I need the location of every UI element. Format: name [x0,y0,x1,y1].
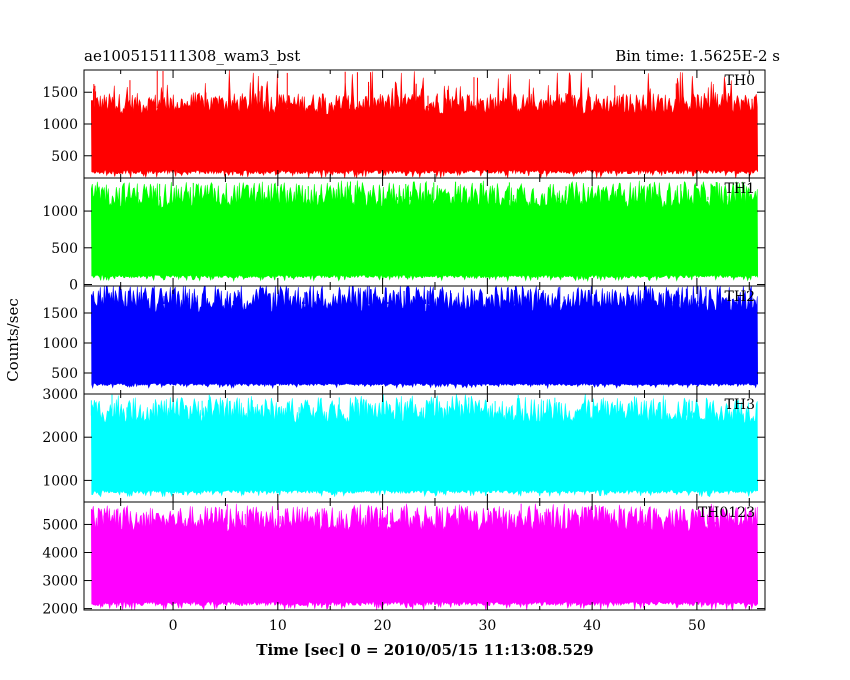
y-tick-label: 500 [51,366,78,382]
x-tick-label: 20 [374,618,392,634]
x-tick-label: 10 [269,618,287,634]
series-label-th1: TH1 [725,181,755,197]
y-tick-label: 1000 [42,336,78,352]
x-tick-label: 30 [478,618,496,634]
x-tick-label: 40 [583,618,601,634]
series-th0123-curve [91,503,759,611]
y-tick-label: 0 [69,278,78,294]
figure-title-right: Bin time: 1.5625E-2 s [615,47,780,65]
y-tick-label: 2000 [42,602,78,618]
x-axis-label: Time [sec] 0 = 2010/05/15 11:13:08.529 [256,641,593,659]
y-tick-label: 500 [51,149,78,165]
series-th1-curve [90,180,759,282]
series-label-th0: TH0 [725,73,755,89]
y-tick-label: 1000 [42,473,78,489]
y-tick-label: 3000 [42,574,78,590]
y-tick-label: 1000 [42,204,78,220]
y-axis-label: Counts/sec [4,298,22,382]
y-tick-label: 4000 [42,545,78,561]
y-tick-label: 1500 [42,306,78,322]
panels-group: 50010001500TH005001000TH150010001500TH21… [42,69,766,634]
y-tick-label: 5000 [42,517,78,533]
panel-frame-th0123 [83,501,766,611]
figure-title-left: ae100515111308_wam3_bst [84,47,300,65]
y-tick-label: 3000 [42,387,78,403]
y-tick-label: 1000 [42,117,78,133]
y-tick-label: 2000 [42,430,78,446]
series-label-th2: TH2 [725,289,755,305]
x-tick-label: 0 [169,618,178,634]
series-label-th0123: TH0123 [698,505,755,521]
series-th3-curve [90,393,759,498]
y-tick-label: 1500 [42,85,78,101]
series-th2-curve [91,284,759,390]
y-tick-label: 500 [51,241,78,257]
series-label-th3: TH3 [725,397,755,413]
series-th0-curve [90,70,758,179]
x-tick-label: 50 [688,618,706,634]
